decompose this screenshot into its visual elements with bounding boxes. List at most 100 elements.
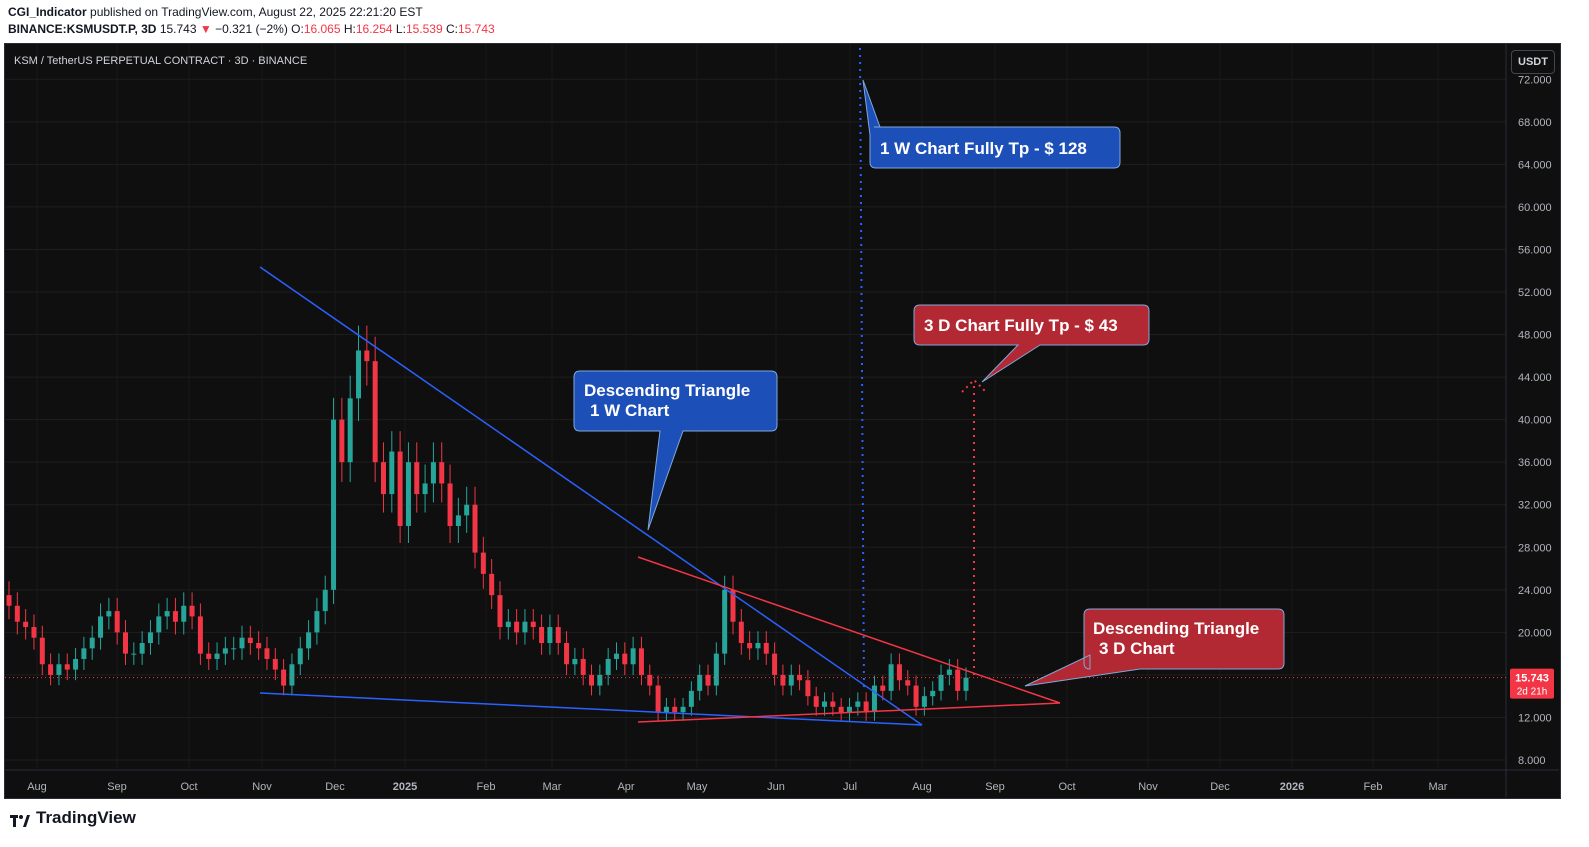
candle-body <box>655 685 661 713</box>
daily-target-callout <box>913 304 1150 383</box>
candle-body <box>880 685 886 691</box>
candle-body <box>963 677 969 691</box>
candle-body <box>580 658 586 675</box>
candle-body <box>896 664 902 681</box>
candle-body <box>722 589 728 654</box>
weekly-target-dotted-line <box>859 47 865 691</box>
candle-body <box>522 621 528 633</box>
candle-body <box>780 674 786 686</box>
symbol-ohlc-line: BINANCE:KSMUSDT.P, 3D 15.743 ▼ −0.321 (−… <box>8 22 495 36</box>
x-tick-label: 2026 <box>1280 781 1304 793</box>
candle-body <box>863 701 869 713</box>
y-tick-label: 40.000 <box>1518 415 1552 427</box>
weekly-resistance-line <box>259 266 923 726</box>
candle-body <box>272 658 278 670</box>
x-tick-label: Oct <box>180 781 197 793</box>
currency-button[interactable]: USDT <box>1511 50 1555 74</box>
candle-body <box>339 419 345 463</box>
candle-body <box>913 685 919 707</box>
candle-body <box>647 674 653 686</box>
y-tick-label: 20.000 <box>1518 627 1552 639</box>
publication-header: CGI_Indicator published on TradingView.c… <box>0 0 1589 42</box>
down-arrow-icon: ▼ <box>199 22 212 36</box>
candle-body <box>81 648 87 659</box>
candle-body <box>239 637 245 649</box>
candle-body <box>356 350 362 399</box>
y-tick-label: 60.000 <box>1518 202 1552 214</box>
candle-body <box>547 627 553 643</box>
candle-body <box>530 621 536 628</box>
candle-body <box>281 669 287 686</box>
chart-symbol-title: KSM / TetherUS PERPETUAL CONTRACT · 3D ·… <box>14 55 307 67</box>
x-tick-label: Jun <box>767 781 785 793</box>
candle-body <box>572 658 578 665</box>
candle-body <box>464 504 470 516</box>
candle-body <box>930 690 936 697</box>
candle-body <box>597 674 603 686</box>
y-tick-label: 28.000 <box>1518 542 1552 554</box>
candle-body <box>455 515 461 526</box>
candle-body <box>555 627 561 643</box>
price-chart[interactable]: 72.000 68.000 64.000 60.000 56.000 52.000 48.0… <box>0 0 1589 800</box>
price-tag-value: 15.743 <box>1515 673 1549 685</box>
x-tick-label: Apr <box>617 781 634 793</box>
candle-body <box>331 419 337 590</box>
candle-body <box>813 696 819 707</box>
candle-body <box>147 632 153 643</box>
tradingview-logo[interactable]: TradingView <box>10 808 136 828</box>
price-tag-box <box>1510 668 1554 699</box>
y-tick-label: 32.000 <box>1518 500 1552 512</box>
daily-support-line <box>637 702 1061 723</box>
x-tick-label: Aug <box>27 781 47 793</box>
candle-body <box>6 595 12 606</box>
candle-body <box>822 701 828 707</box>
open-value: 16.065 <box>303 22 341 36</box>
candle-body <box>938 674 944 691</box>
x-tick-label: Nov <box>252 781 272 793</box>
candle-body <box>414 462 420 495</box>
y-tick-label: 8.000 <box>1518 755 1546 767</box>
high-value: 16.254 <box>355 22 393 36</box>
author-name[interactable]: CGI_Indicator <box>8 5 87 19</box>
x-tick-label: Mar <box>543 781 562 793</box>
candle-body <box>514 621 520 633</box>
candle-body <box>14 605 20 622</box>
close-value: 15.743 <box>457 22 495 36</box>
candle-body <box>955 669 961 691</box>
x-tick-label: Mar <box>1429 781 1448 793</box>
candle-body <box>39 637 45 665</box>
candle-body <box>663 706 669 713</box>
candle-body <box>181 605 187 622</box>
candle-body <box>347 398 353 463</box>
candle-body <box>630 648 636 665</box>
candle-body <box>264 648 270 659</box>
candle-body <box>738 621 744 643</box>
candle-body <box>730 589 736 622</box>
candle-body <box>697 674 703 691</box>
x-tick-label: Nov <box>1138 781 1158 793</box>
daily-target-label: 3 D Chart Fully Tp - $ 43 <box>924 316 1118 335</box>
candle-body <box>564 643 570 665</box>
candle-body <box>231 648 237 650</box>
candle-body <box>505 621 511 628</box>
candle-body <box>788 674 794 686</box>
candle-body <box>397 451 403 526</box>
candle-body <box>364 350 370 362</box>
price-tag-countdown: 2d 21h <box>1517 687 1548 698</box>
candle-body <box>123 632 129 654</box>
candle-body <box>256 643 262 649</box>
candle-body <box>372 361 378 463</box>
daily-triangle-callout <box>1024 608 1285 687</box>
candle-body <box>589 674 595 686</box>
candle-body <box>846 706 852 713</box>
candle-body <box>247 637 253 643</box>
candle-body <box>830 701 836 707</box>
candle-body <box>64 664 70 670</box>
candle-body <box>314 611 320 633</box>
candle-body <box>380 462 386 495</box>
published-text: published on TradingView.com, August 22,… <box>90 5 423 19</box>
candle-body <box>189 605 195 617</box>
candle-body <box>172 611 178 622</box>
candle-body <box>31 627 37 638</box>
y-tick-label: 36.000 <box>1518 457 1552 469</box>
